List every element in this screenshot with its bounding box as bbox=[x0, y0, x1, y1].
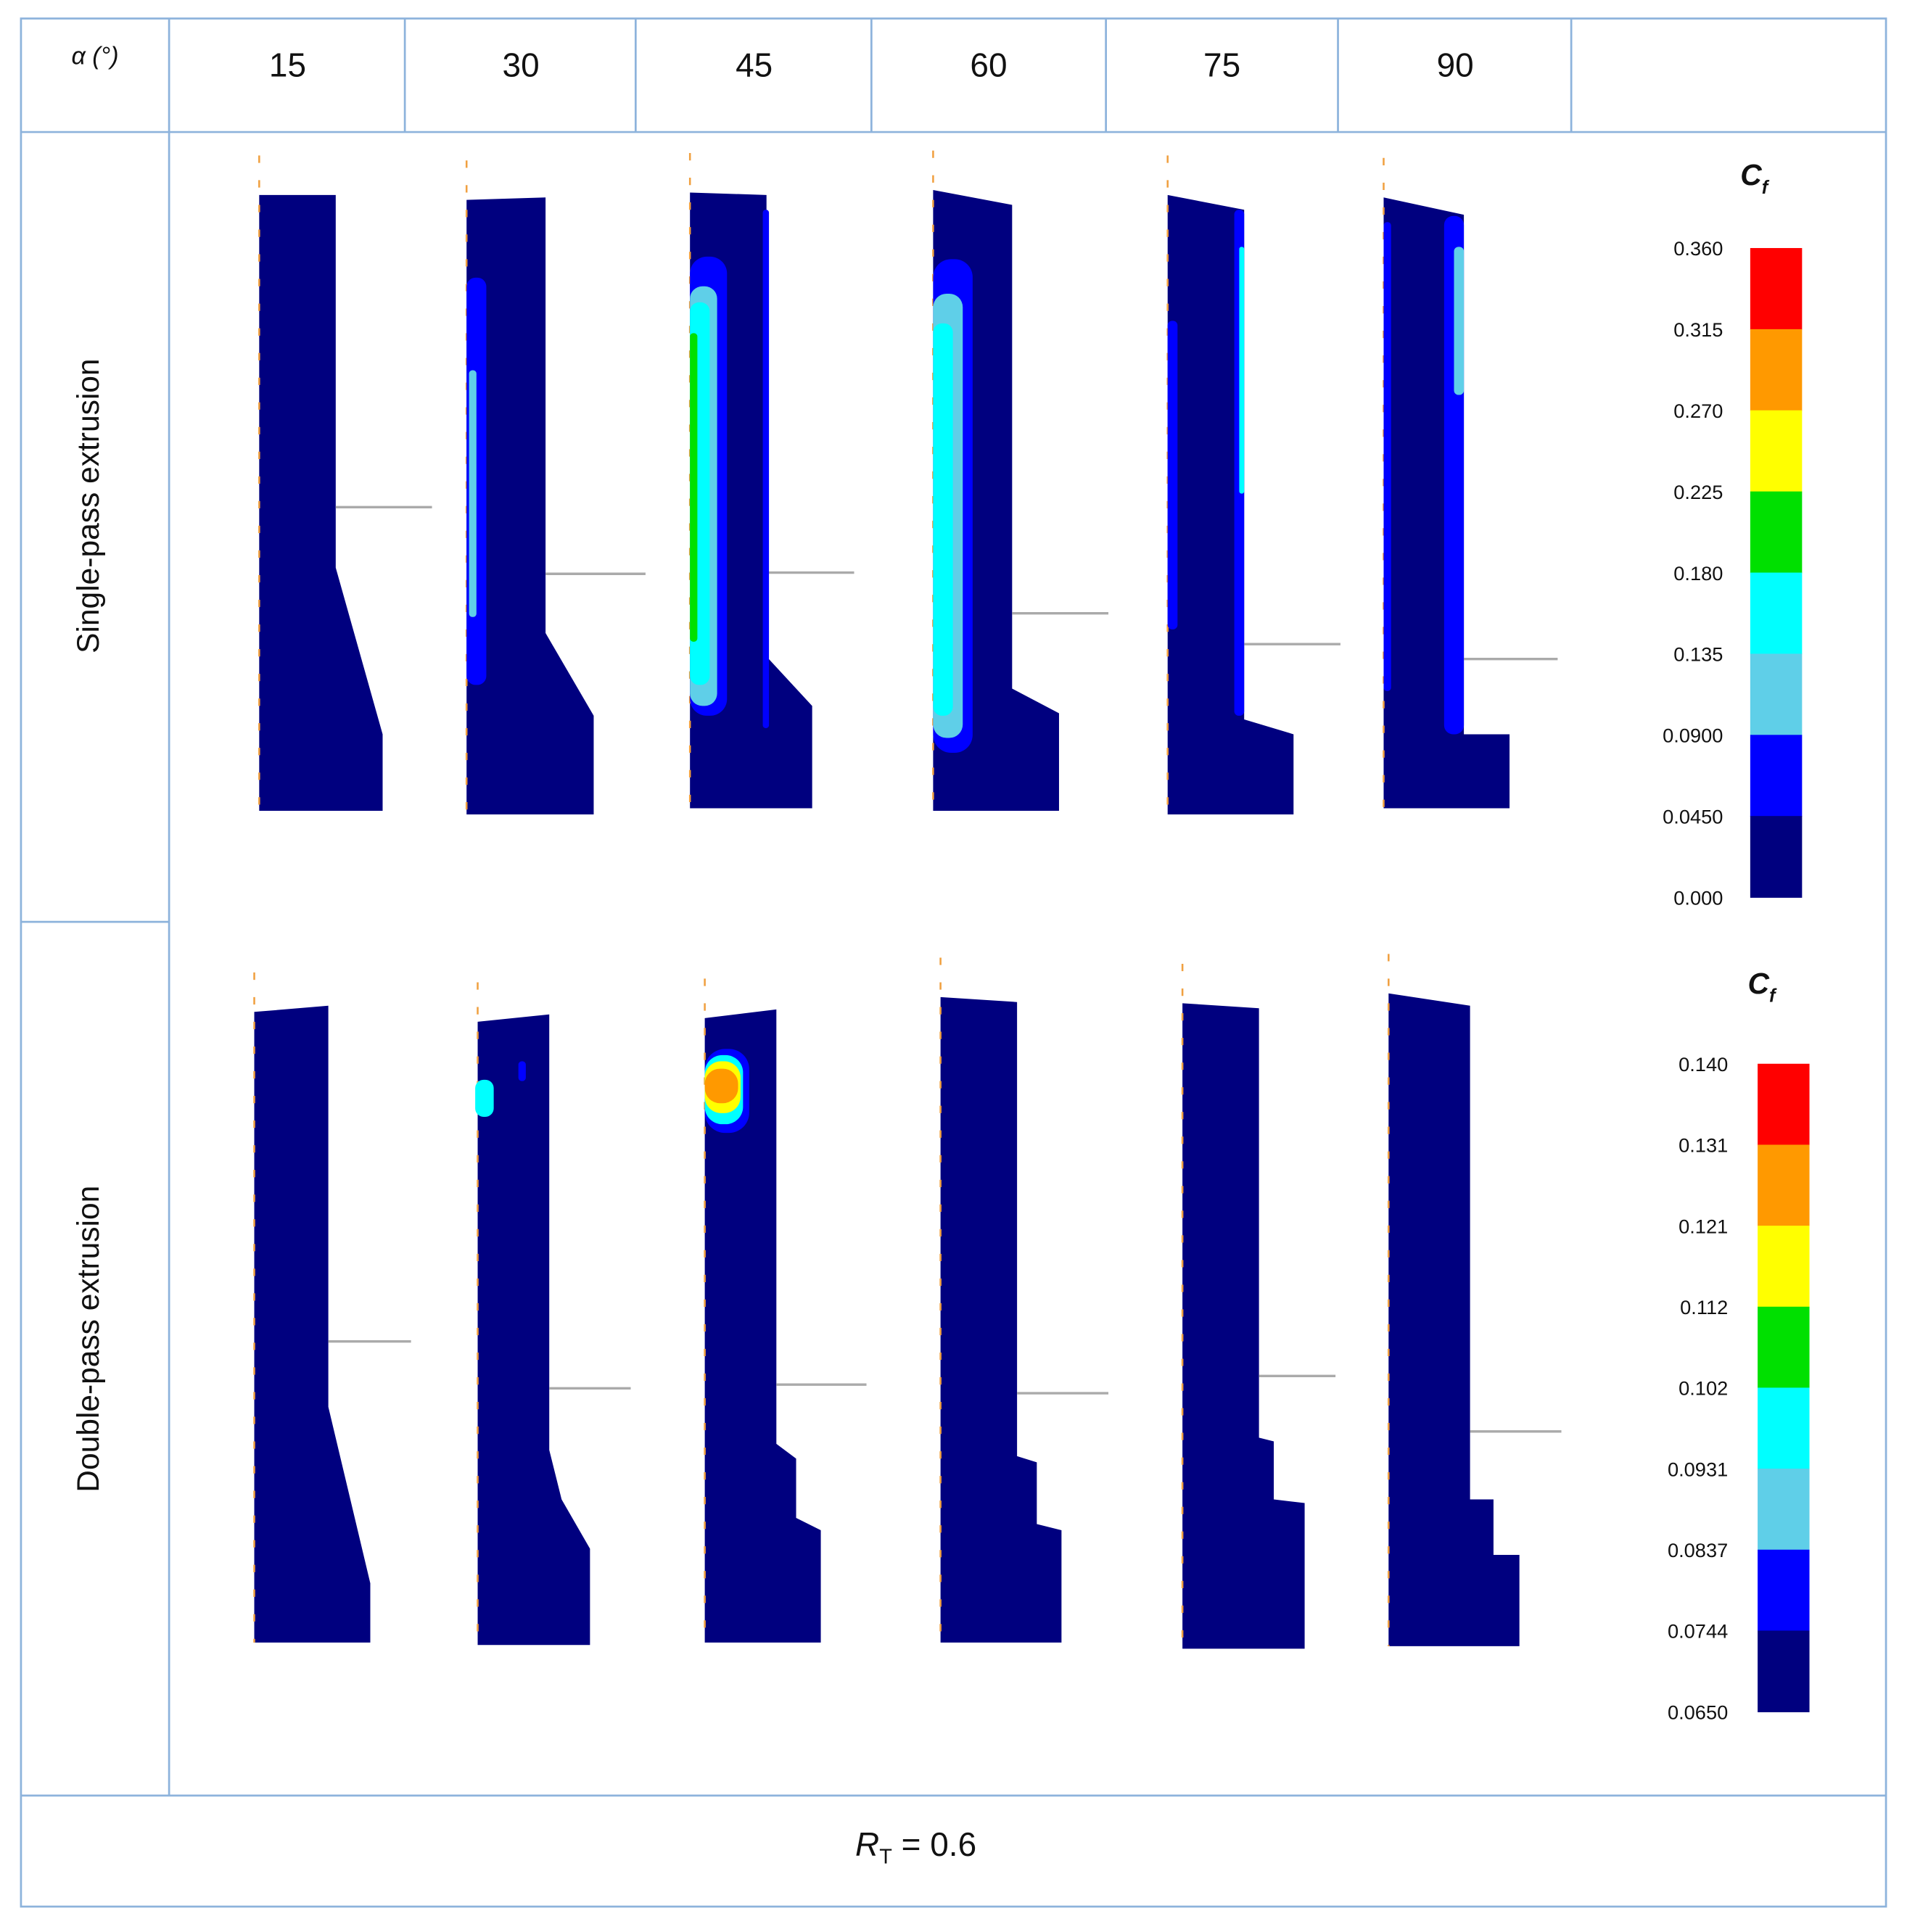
specimen bbox=[1182, 1003, 1305, 1649]
colorbar-segment bbox=[1750, 735, 1803, 817]
colorbar-label: 0.180 bbox=[1673, 562, 1723, 585]
colorbar-segment bbox=[1750, 329, 1803, 411]
specimen bbox=[466, 197, 594, 815]
colorbar-segment bbox=[1750, 491, 1803, 574]
colorbar-label: 0.121 bbox=[1679, 1215, 1728, 1237]
angle-header: 90 bbox=[1437, 46, 1474, 83]
contour-region bbox=[518, 1061, 526, 1081]
angle-header: 60 bbox=[970, 46, 1007, 83]
contour-region bbox=[469, 370, 477, 617]
contour-region bbox=[704, 1068, 738, 1104]
colorbar-label: 0.140 bbox=[1679, 1053, 1728, 1076]
colorbar-label: 0.0744 bbox=[1668, 1620, 1728, 1643]
colorbar-segment bbox=[1750, 410, 1803, 492]
colorbar-segment bbox=[1758, 1549, 1810, 1632]
colorbar-symbol: C bbox=[1747, 967, 1769, 1000]
contour-region bbox=[1239, 247, 1245, 494]
contour-region bbox=[1454, 247, 1465, 395]
contour-region bbox=[1383, 222, 1391, 691]
angle-header: 15 bbox=[269, 46, 306, 83]
colorbar-label: 0.360 bbox=[1673, 237, 1723, 260]
colorbar-label: 0.135 bbox=[1673, 643, 1723, 666]
specimen bbox=[940, 996, 1062, 1643]
colorbar-segment bbox=[1758, 1063, 1810, 1146]
colorbar-segment bbox=[1758, 1144, 1810, 1226]
specimen bbox=[477, 1014, 590, 1646]
specimen bbox=[259, 194, 383, 811]
colorbar-label: 0.112 bbox=[1680, 1296, 1728, 1318]
colorbar-label: 0.0931 bbox=[1668, 1458, 1728, 1480]
colorbar-label: 0.315 bbox=[1673, 318, 1723, 341]
colorbar-label: 0.270 bbox=[1673, 400, 1723, 422]
specimen bbox=[1388, 993, 1520, 1646]
contour-region bbox=[1167, 321, 1178, 629]
alpha-label: α (°) bbox=[71, 42, 118, 70]
angle-header: 30 bbox=[503, 46, 540, 83]
colorbar-segment bbox=[1758, 1226, 1810, 1308]
colorbar-segment bbox=[1758, 1387, 1810, 1469]
specimen bbox=[1167, 194, 1294, 815]
row-label: Double-pass extrusion bbox=[71, 1186, 106, 1493]
footer-symbol: R bbox=[855, 1825, 879, 1863]
angle-header: 45 bbox=[736, 46, 773, 83]
contour-region bbox=[690, 333, 698, 642]
colorbar-subscript: f bbox=[1762, 178, 1770, 198]
colorbar-label: 0.0837 bbox=[1668, 1539, 1728, 1561]
colorbar-label: 0.000 bbox=[1673, 886, 1723, 909]
figure-content: α (°) Single-pass extrusion Double-pass … bbox=[20, 17, 1887, 1908]
footer-text: = 0.6 bbox=[892, 1825, 976, 1863]
colorbar-title: Cf bbox=[1747, 967, 1777, 1007]
colorbar-label: 0.0450 bbox=[1663, 805, 1723, 827]
colorbar-segment bbox=[1758, 1306, 1810, 1389]
colorbar-label: 0.0650 bbox=[1668, 1701, 1728, 1723]
colorbar-segment bbox=[1758, 1630, 1810, 1712]
contour-region bbox=[475, 1079, 494, 1117]
specimen bbox=[704, 1009, 821, 1643]
colorbar-segment bbox=[1750, 572, 1803, 655]
colorbar-segment bbox=[1750, 653, 1803, 736]
colorbar-symbol: C bbox=[1740, 158, 1762, 191]
footer-label: RT = 0.6 bbox=[855, 1825, 976, 1868]
colorbar-subscript: f bbox=[1769, 986, 1777, 1007]
contour-region bbox=[933, 323, 953, 716]
specimen bbox=[254, 1005, 371, 1643]
colorbar-segment bbox=[1750, 816, 1803, 898]
table-grid bbox=[20, 17, 1887, 1908]
colorbar-label: 0.0900 bbox=[1663, 724, 1723, 747]
row-label: Single-pass extrusion bbox=[71, 358, 106, 653]
colorbar-label: 0.102 bbox=[1679, 1377, 1728, 1400]
colorbar-label: 0.225 bbox=[1673, 481, 1723, 503]
colorbar-label: 0.131 bbox=[1679, 1134, 1728, 1157]
colorbar-segment bbox=[1758, 1469, 1810, 1551]
colorbar-segment bbox=[1750, 248, 1803, 330]
colorbar-title: Cf bbox=[1740, 158, 1770, 198]
footer-subscript: T bbox=[879, 1845, 892, 1868]
contour-region bbox=[762, 210, 770, 728]
angle-header: 75 bbox=[1203, 46, 1240, 83]
